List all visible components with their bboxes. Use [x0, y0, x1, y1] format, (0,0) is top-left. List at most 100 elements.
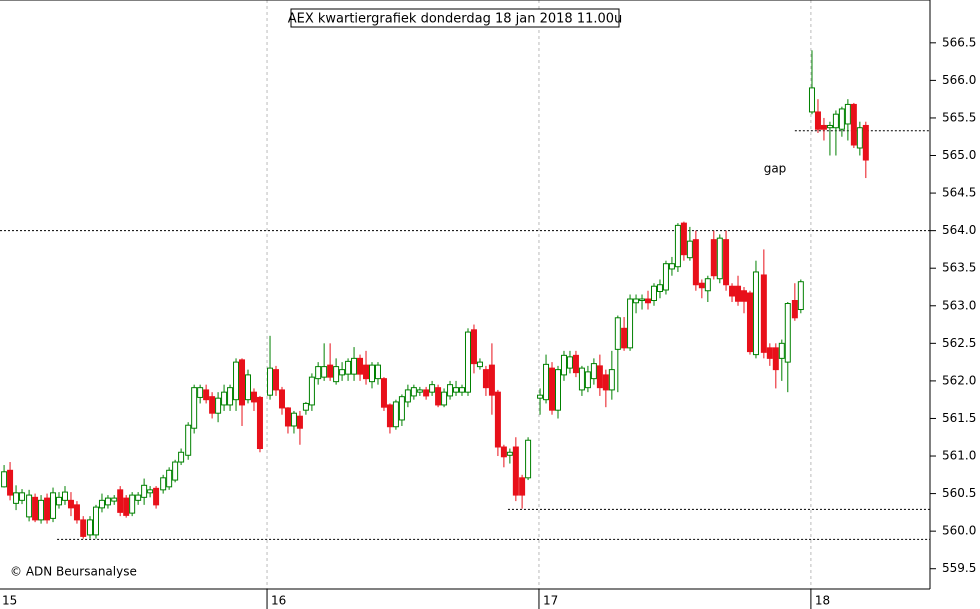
candle-body [147, 489, 154, 494]
candle-body [209, 396, 216, 414]
x-tick-label: 18 [815, 594, 830, 608]
candle-body [380, 378, 387, 408]
candle-body [500, 446, 507, 458]
candle-body [584, 371, 591, 389]
candle-body [814, 111, 821, 130]
candle-body [608, 369, 615, 391]
candle-body [227, 387, 234, 406]
y-tick-label: 559.5 [942, 561, 976, 575]
candle-body [104, 497, 111, 506]
candle-body [766, 347, 773, 359]
candle-body [386, 404, 393, 428]
candle-body [233, 361, 240, 401]
title-box [290, 8, 620, 28]
candle-body [369, 364, 375, 383]
candle-body [464, 331, 471, 393]
candle-body [363, 364, 370, 380]
candle-body [476, 361, 483, 368]
candle-body [549, 367, 556, 411]
y-tick-label: 563.0 [942, 298, 976, 312]
candle-body [410, 387, 417, 397]
candle-body [32, 496, 39, 521]
candle-body [423, 389, 430, 397]
candle-body [772, 347, 779, 371]
candle-body [797, 281, 804, 311]
candle-body [566, 356, 573, 369]
candle-body [850, 103, 857, 146]
candle-body [621, 327, 628, 349]
candle-body [650, 285, 657, 302]
candle-body [239, 359, 246, 406]
candle-body [760, 274, 767, 353]
y-tick-label: 560.5 [942, 486, 976, 500]
candle-body [129, 494, 136, 514]
candle-body [26, 494, 33, 518]
candle-body [290, 412, 297, 427]
candle-body [44, 497, 51, 521]
candle-body [215, 397, 222, 414]
candle-body [512, 446, 519, 496]
candle-body [482, 369, 489, 389]
y-tick-label: 560.0 [942, 524, 976, 538]
candle-body [392, 401, 399, 428]
y-tick-label: 564.0 [942, 223, 976, 237]
y-tick-label: 562.0 [942, 373, 976, 387]
candle-body [398, 396, 405, 421]
candle-body [602, 374, 609, 391]
y-tick-label: 563.5 [942, 261, 976, 275]
candle-body [256, 396, 263, 450]
candle-body [296, 415, 303, 429]
candle-body [153, 487, 160, 506]
candle-body [357, 357, 364, 375]
candle-body [374, 364, 381, 380]
candle-body [746, 292, 753, 353]
x-tick-label: 17 [543, 594, 558, 608]
candle-body [117, 489, 124, 513]
y-tick-label: 565.5 [942, 110, 976, 124]
candle-body [178, 451, 185, 463]
y-tick-label: 566.5 [942, 35, 976, 49]
candles [1, 50, 869, 539]
candle-body [56, 496, 63, 506]
candle-body [245, 374, 251, 401]
candle-body [172, 461, 179, 481]
candle-body [1, 471, 8, 488]
candle-body [808, 87, 815, 113]
candle-body [778, 342, 785, 359]
watermark: © ADN Beursanalyse [10, 565, 137, 579]
candle-body [506, 451, 513, 456]
candle-body [321, 366, 328, 378]
candle-body [191, 387, 198, 429]
candle-body [61, 491, 68, 501]
y-tick-label: 561.5 [942, 411, 976, 425]
candle-body [67, 499, 74, 509]
candle-body [555, 369, 561, 411]
candle-body [537, 394, 544, 399]
candle-body [429, 384, 436, 393]
candle-body [435, 387, 442, 406]
candle-body [447, 384, 454, 397]
candle-body [543, 363, 550, 401]
candle-body [704, 278, 711, 292]
candle-body [197, 387, 204, 398]
candle-body [698, 282, 705, 289]
candle-body [416, 389, 423, 393]
candle-body [87, 519, 94, 536]
x-tick-label: 16 [271, 594, 286, 608]
candle-body [7, 469, 14, 496]
candle-body [856, 127, 863, 149]
annotation: gap [764, 162, 787, 176]
candle-body [716, 237, 723, 280]
candle-body [333, 366, 340, 383]
candle-body [639, 298, 646, 302]
candle-body [339, 369, 346, 376]
candle-body [98, 499, 105, 509]
candle-body [710, 239, 717, 277]
candle-body [80, 519, 87, 537]
candle-body [525, 439, 532, 479]
candle-body [692, 239, 699, 286]
y-tick-label: 562.5 [942, 336, 976, 350]
candle-body [141, 484, 148, 498]
candle-body [656, 284, 663, 292]
